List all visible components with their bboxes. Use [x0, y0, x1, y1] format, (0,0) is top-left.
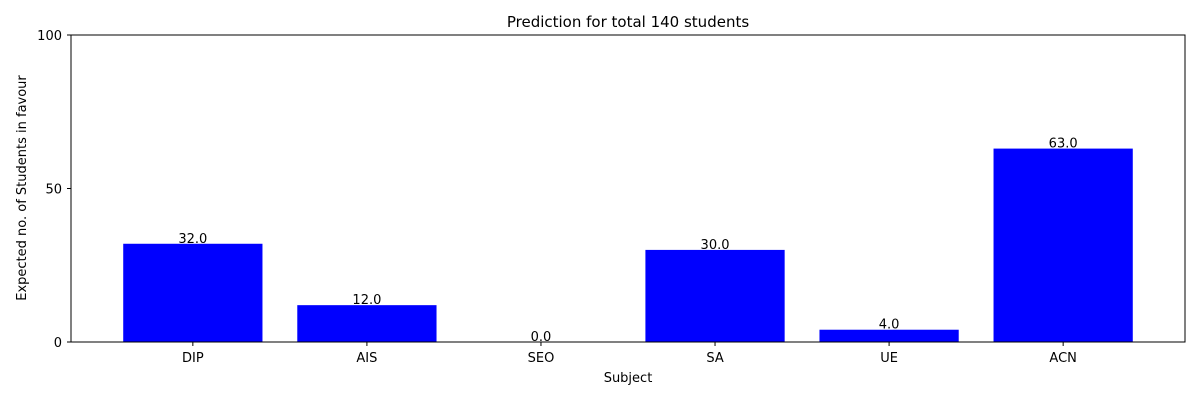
bar-labels-group: 32.0 12.0 0.0 30.0 4.0 63.0	[178, 137, 1077, 345]
x-tick-label: ACN	[1049, 351, 1076, 366]
bars-group	[123, 148, 1133, 342]
x-tick-label: UE	[880, 351, 898, 366]
y-tick-label: 100	[37, 29, 62, 44]
x-tick-label: AIS	[356, 351, 377, 366]
bar-ue	[819, 329, 959, 342]
x-tick-label: DIP	[182, 351, 204, 366]
bar-dip	[123, 243, 263, 342]
bar-sa	[645, 249, 785, 342]
y-tick-label: 0	[54, 336, 62, 351]
x-axis-label: Subject	[604, 371, 653, 386]
chart-title: Prediction for total 140 students	[507, 13, 749, 31]
y-axis-ticks: 0 50 100	[37, 29, 71, 351]
x-axis-ticks: DIP AIS SEO SA UE ACN	[182, 342, 1077, 366]
x-tick-label: SA	[706, 351, 723, 366]
x-tick-label: SEO	[528, 351, 555, 366]
bar-acn	[993, 148, 1133, 342]
bar-value-label: 63.0	[1049, 137, 1078, 152]
y-axis-label: Expected no. of Students in favour	[15, 75, 30, 301]
bar-value-label: 4.0	[879, 318, 900, 333]
plot-frame	[70, 34, 1186, 343]
bar-value-label: 32.0	[178, 232, 207, 247]
bar-ais	[297, 305, 437, 342]
bar-value-label: 30.0	[701, 238, 730, 253]
bar-value-label: 12.0	[352, 293, 381, 308]
y-tick-label: 50	[45, 183, 62, 198]
bar-value-label: 0.0	[531, 330, 552, 345]
